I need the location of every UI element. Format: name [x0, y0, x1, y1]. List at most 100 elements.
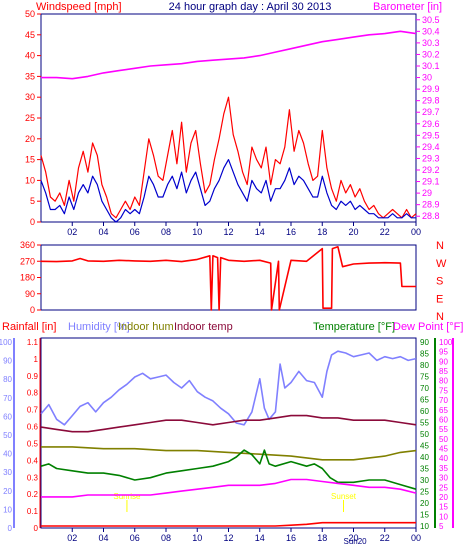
indoor-hum-line [41, 446, 417, 461]
indoor-temp-axis-title: Indoor temp [174, 321, 233, 333]
humidity-tick-label: 90 [3, 357, 12, 366]
temperature-tick-label: 90 [420, 338, 429, 347]
chart-title: 24 hour graph day : April 30 2013 [169, 1, 332, 13]
rain-tick-label: 1.1 [27, 338, 39, 347]
x-tick-label: 00 [411, 533, 421, 543]
rain-tick-label: 0.7 [27, 406, 39, 415]
x-tick-label: 16 [286, 533, 296, 543]
dewpoint-tick-label: 45 [439, 445, 448, 454]
dir-y-tick-label: 90 [25, 289, 35, 299]
indoor-temp-line [40, 414, 417, 433]
dewpoint-tick-label: 100 [439, 338, 453, 347]
x-tick-label: 10 [192, 227, 202, 237]
x-tick-label: 06 [130, 227, 140, 237]
compass-label: N [436, 240, 444, 252]
rain-tick-label: 0 [34, 524, 39, 533]
rain-tick-label: 0.9 [27, 372, 39, 381]
temperature-tick-label: 60 [420, 407, 429, 416]
wind-y-tick-label: 0 [30, 217, 35, 227]
humidity-axis-title: Humidity [%] [68, 321, 130, 333]
baro-y-tick-label: 29.5 [422, 130, 440, 140]
temperature-tick-label: 35 [420, 465, 429, 474]
compass-label: S [436, 276, 443, 288]
baro-y-tick-label: 30.2 [422, 49, 440, 59]
barometer-axis-title: Barometer [in] [373, 1, 442, 13]
baro-y-tick-label: 28.9 [422, 200, 440, 210]
rain-tick-label: 1 [34, 355, 39, 364]
dewpoint-tick-label: 5 [439, 522, 444, 531]
baro-y-tick-label: 30.1 [422, 61, 440, 71]
x-tick-label: 04 [98, 227, 108, 237]
dewpoint-tick-label: 15 [439, 503, 448, 512]
humidity-tick-label: 30 [3, 468, 12, 477]
sun-tag-label: Sun20 [343, 537, 367, 546]
sunrise-label: Sunrise [113, 492, 141, 501]
x-tick-label: 02 [67, 227, 77, 237]
rain-tick-label: 0.1 [27, 507, 39, 516]
rain-tick-label: 0.6 [27, 423, 39, 432]
temperature-tick-label: 45 [420, 442, 429, 451]
wind-y-tick-label: 20 [25, 134, 35, 144]
baro-y-tick-label: 28.8 [422, 211, 440, 221]
x-tick-label: 14 [255, 227, 265, 237]
dewpoint-tick-label: 30 [439, 474, 448, 483]
dewpoint-tick-label: 60 [439, 415, 448, 424]
humidity-tick-label: 70 [3, 394, 12, 403]
wind-direction-line [40, 246, 416, 311]
dewpoint-tick-label: 75 [439, 386, 448, 395]
baro-y-tick-label: 29.6 [422, 119, 440, 129]
dir-y-tick-label: 180 [20, 273, 35, 283]
dir-y-tick-label: 360 [20, 240, 35, 250]
wind-y-tick-label: 35 [25, 71, 35, 81]
dewpoint-tick-label: 25 [439, 483, 448, 492]
x-tick-label: 22 [380, 533, 390, 543]
dewpoint-tick-label: 55 [439, 425, 448, 434]
dewpoint-tick-label: 10 [439, 512, 448, 521]
temperature-tick-label: 50 [420, 430, 429, 439]
dewpoint-tick-label: 90 [439, 357, 448, 366]
sunset-label: Sunset [331, 492, 357, 501]
temperature-tick-label: 10 [420, 522, 429, 531]
plot-frame [40, 244, 417, 311]
wind-y-tick-label: 40 [25, 51, 35, 61]
x-tick-label: 18 [317, 227, 327, 237]
plot-frame [40, 337, 417, 529]
humidity-tick-label: 60 [3, 412, 12, 421]
x-tick-label: 18 [317, 533, 327, 543]
wind-axis-title: Windspeed [mph] [36, 1, 122, 13]
baro-y-tick-label: 29.9 [422, 84, 440, 94]
humidity-tick-label: 20 [3, 487, 12, 496]
temperature-tick-label: 75 [420, 373, 429, 382]
x-tick-label: 08 [161, 533, 171, 543]
compass-label: E [436, 293, 443, 305]
x-tick-label: 12 [223, 227, 233, 237]
x-tick-label: 14 [255, 533, 265, 543]
wind-y-tick-label: 45 [25, 30, 35, 40]
x-tick-label: 04 [98, 533, 108, 543]
rain-tick-label: 0.4 [27, 456, 39, 465]
temperature-tick-label: 30 [420, 476, 429, 485]
temperature-tick-label: 55 [420, 419, 429, 428]
humidity-tick-label: 100 [0, 338, 13, 347]
compass-label: N [436, 311, 444, 323]
humidity-tick-label: 40 [3, 450, 12, 459]
rain-tick-label: 0.3 [27, 473, 39, 482]
x-tick-label: 10 [192, 533, 202, 543]
baro-y-tick-label: 30.3 [422, 38, 440, 48]
rainfall-line [41, 521, 416, 527]
x-tick-label: 02 [67, 533, 77, 543]
x-tick-label: 20 [348, 533, 358, 543]
humidity-tick-label: 50 [3, 431, 12, 440]
dewpoint-tick-label: 35 [439, 464, 448, 473]
temperature-tick-label: 40 [420, 453, 429, 462]
temperature-tick-label: 20 [420, 499, 429, 508]
rainfall-axis-title: Rainfall [in] [2, 321, 56, 333]
wind-y-tick-label: 10 [25, 175, 35, 185]
baro-y-tick-label: 29 [422, 188, 432, 198]
barometer-line [41, 30, 417, 80]
wind-y-tick-label: 5 [30, 196, 35, 206]
temperature-tick-label: 70 [420, 384, 429, 393]
humidity-tick-label: 0 [8, 524, 13, 533]
wind-y-tick-label: 15 [25, 155, 35, 165]
